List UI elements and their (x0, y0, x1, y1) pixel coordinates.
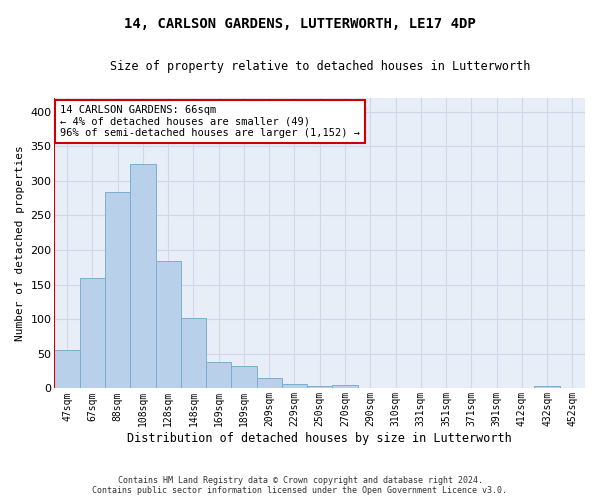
Bar (155, 261, 181, 388)
Text: Contains HM Land Registry data © Crown copyright and database right 2024.
Contai: Contains HM Land Registry data © Crown c… (92, 476, 508, 495)
Bar (181, 318, 206, 388)
Title: Size of property relative to detached houses in Lutterworth: Size of property relative to detached ho… (110, 60, 530, 73)
Text: 14 CARLSON GARDENS: 66sqm
← 4% of detached houses are smaller (49)
96% of semi-d: 14 CARLSON GARDENS: 66sqm ← 4% of detach… (60, 105, 360, 138)
Bar (130, 164, 155, 388)
Bar (105, 192, 130, 388)
Y-axis label: Number of detached properties: Number of detached properties (15, 145, 25, 341)
Text: 14, CARLSON GARDENS, LUTTERWORTH, LE17 4DP: 14, CARLSON GARDENS, LUTTERWORTH, LE17 4… (124, 18, 476, 32)
Bar (307, 386, 332, 388)
Bar (535, 386, 560, 388)
Bar (206, 362, 232, 388)
Bar (55, 350, 80, 389)
Bar (282, 384, 307, 388)
Bar (257, 378, 282, 388)
Bar (80, 278, 105, 388)
X-axis label: Distribution of detached houses by size in Lutterworth: Distribution of detached houses by size … (127, 432, 512, 445)
Bar (332, 385, 358, 388)
Bar (232, 366, 257, 388)
